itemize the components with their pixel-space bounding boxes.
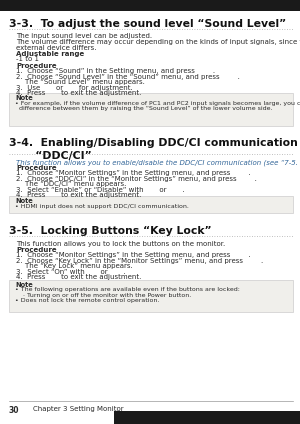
- Text: -1 to 1: -1 to 1: [16, 56, 40, 62]
- Text: 2.  Choose “Key Lock” in the “Monitor Settings” menu, and press        .: 2. Choose “Key Lock” in the “Monitor Set…: [16, 258, 264, 264]
- Text: The “Sound Level” menu appears.: The “Sound Level” menu appears.: [16, 79, 146, 85]
- Text: The volume difference may occur depending on the kinds of input signals, since t: The volume difference may occur dependin…: [16, 39, 300, 45]
- Text: Procedure: Procedure: [16, 247, 57, 253]
- Text: 4.  Press       to exit the adjustment.: 4. Press to exit the adjustment.: [16, 192, 142, 198]
- Text: This function allows you to enable/disable the DDC/CI communication (see “7-5. G: This function allows you to enable/disab…: [16, 159, 300, 166]
- Text: Procedure: Procedure: [16, 63, 57, 69]
- Text: · Turning on or off the monitor with the Power button.: · Turning on or off the monitor with the…: [15, 293, 191, 298]
- Text: • HDMI input does not support DDC/CI communication.: • HDMI input does not support DDC/CI com…: [15, 204, 189, 209]
- Text: Note: Note: [15, 198, 33, 204]
- Text: 3-4.  Enabling/Disabling DDC/CI communication: 3-4. Enabling/Disabling DDC/CI communica…: [9, 138, 298, 148]
- Text: 3.  Select “On” with       or       .: 3. Select “On” with or .: [16, 269, 126, 275]
- Text: “DDC/CI”: “DDC/CI”: [9, 151, 92, 161]
- Text: 3-5.  Locking Buttons “Key Lock”: 3-5. Locking Buttons “Key Lock”: [9, 226, 211, 237]
- Text: 1.  Choose “Sound” in the Setting menu, and press        .: 1. Choose “Sound” in the Setting menu, a…: [16, 68, 216, 74]
- Text: 1.  Choose “Monitor Settings” in the Setting menu, and press        .: 1. Choose “Monitor Settings” in the Sett…: [16, 170, 251, 176]
- Text: This function allows you to lock the buttons on the monitor.: This function allows you to lock the but…: [16, 241, 226, 247]
- Text: Procedure: Procedure: [16, 165, 57, 171]
- Text: The “Key Lock” menu appears.: The “Key Lock” menu appears.: [16, 263, 133, 269]
- Text: The input sound level can be adjusted.: The input sound level can be adjusted.: [16, 33, 153, 39]
- Text: 3.  Select “Enable” or “Disable” with       or       .: 3. Select “Enable” or “Disable” with or …: [16, 187, 185, 193]
- Text: Note: Note: [15, 282, 33, 288]
- FancyBboxPatch shape: [114, 411, 300, 424]
- Text: external device differs.: external device differs.: [16, 45, 97, 50]
- Text: 30: 30: [9, 406, 20, 415]
- FancyBboxPatch shape: [9, 93, 292, 126]
- Text: 4.  Press       to exit the adjustment.: 4. Press to exit the adjustment.: [16, 90, 142, 96]
- Text: 3-3.  To adjust the sound level “Sound Level”: 3-3. To adjust the sound level “Sound Le…: [9, 19, 286, 29]
- Text: Note: Note: [15, 95, 33, 101]
- Text: Chapter 3 Setting Monitor: Chapter 3 Setting Monitor: [33, 406, 124, 412]
- Text: Adjustable range: Adjustable range: [16, 51, 85, 57]
- Text: 2.  Choose “Sound Level” in the “Sound” menu, and press        .: 2. Choose “Sound Level” in the “Sound” m…: [16, 74, 240, 80]
- Text: • For example, if the volume difference of PC1 and PC2 input signals becomes lar: • For example, if the volume difference …: [15, 101, 300, 106]
- FancyBboxPatch shape: [9, 280, 292, 312]
- Text: • The following operations are available even if the buttons are locked:: • The following operations are available…: [15, 287, 240, 293]
- Text: 1.  Choose “Monitor Settings” in the Setting menu, and press        .: 1. Choose “Monitor Settings” in the Sett…: [16, 252, 251, 258]
- Text: • Does not lock the remote control operation.: • Does not lock the remote control opera…: [15, 298, 159, 304]
- Text: The “DDC/CI” menu appears.: The “DDC/CI” menu appears.: [16, 181, 127, 187]
- Text: 2.  Choose “DDC/CI” in the “Monitor Settings” menu, and press        .: 2. Choose “DDC/CI” in the “Monitor Setti…: [16, 176, 257, 182]
- Text: 4.  Press       to exit the adjustment.: 4. Press to exit the adjustment.: [16, 274, 142, 280]
- FancyBboxPatch shape: [9, 196, 292, 213]
- FancyBboxPatch shape: [0, 0, 300, 11]
- Text: 3.  Use       or       for adjustment.: 3. Use or for adjustment.: [16, 85, 133, 91]
- Text: difference between them by raising the “Sound Level” of the lower volume side.: difference between them by raising the “…: [15, 106, 272, 111]
